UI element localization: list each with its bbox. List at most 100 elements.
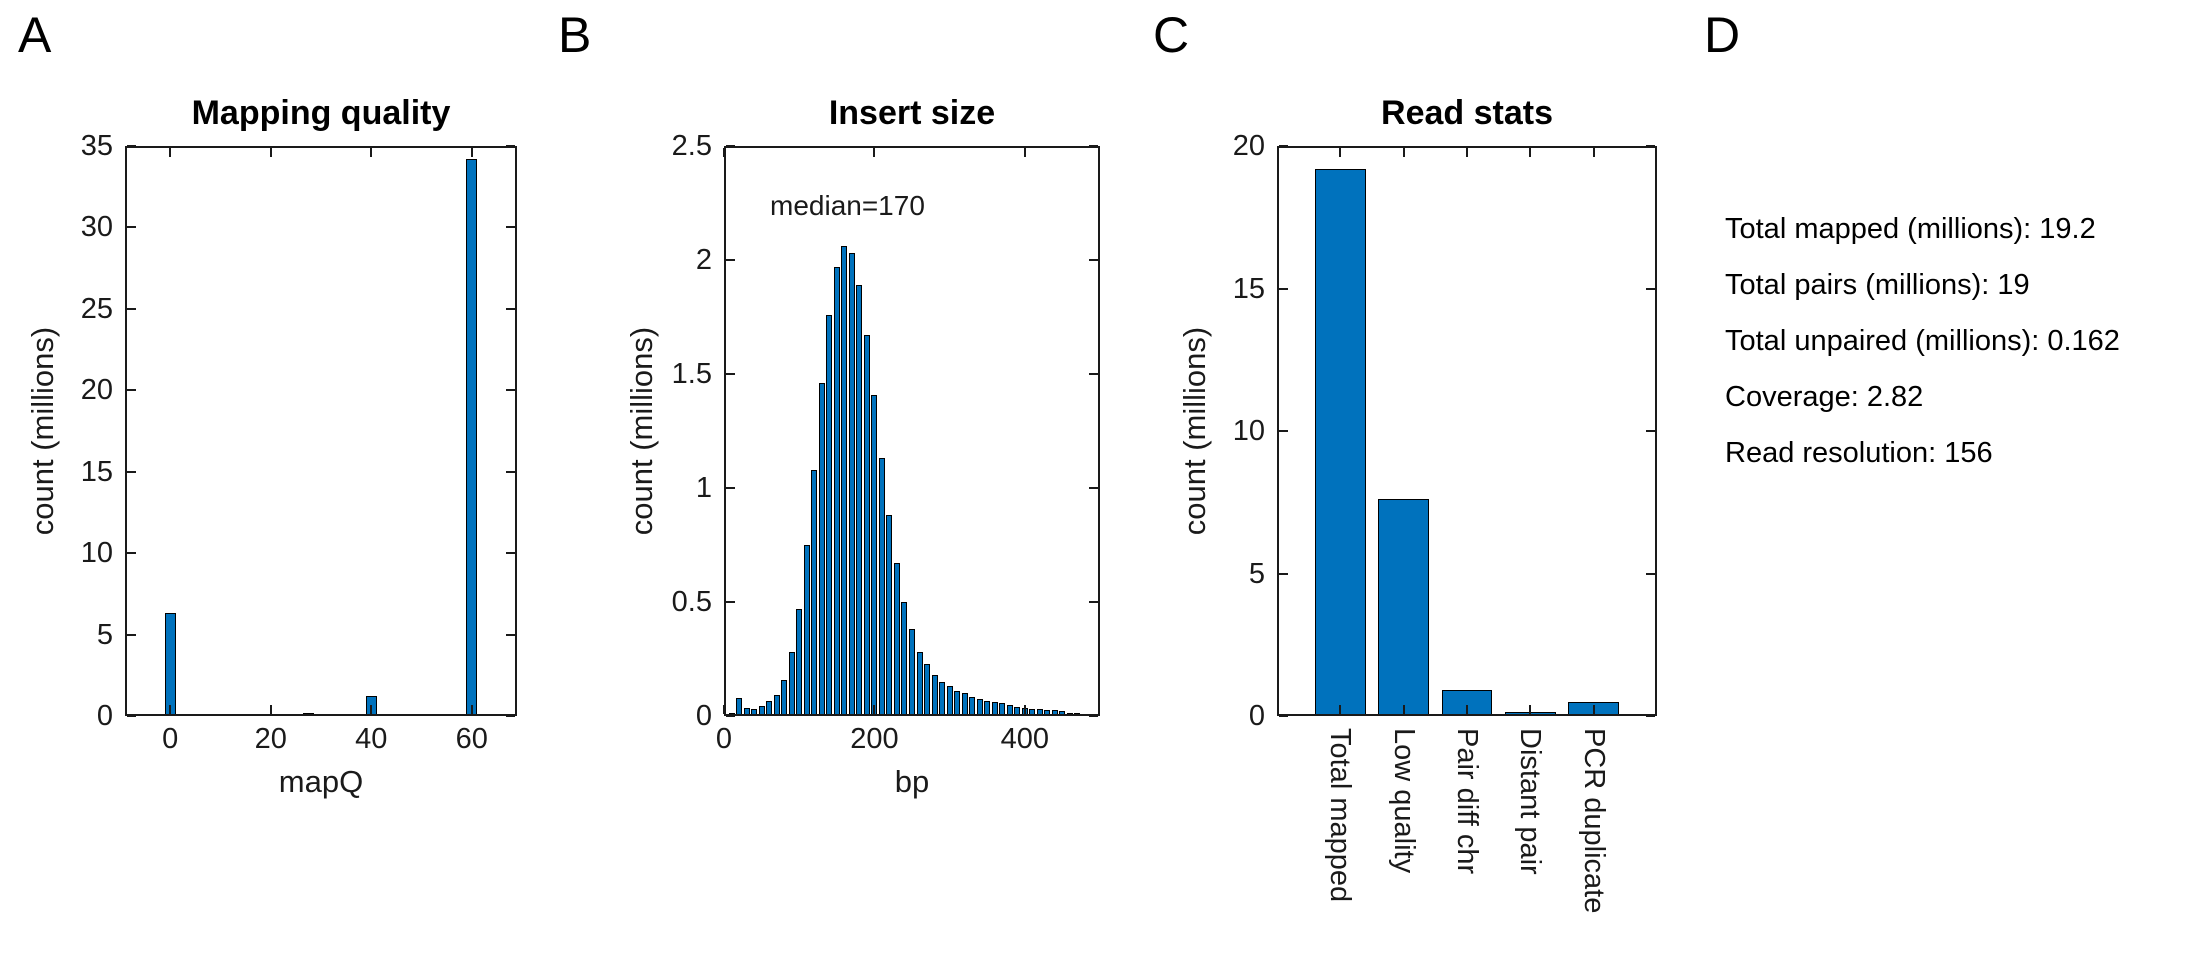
- tick-mark: [1646, 715, 1655, 717]
- bar: [833, 266, 840, 716]
- bar: [781, 679, 788, 716]
- tick-mark: [127, 226, 136, 229]
- bar: [773, 695, 780, 716]
- tick-mark: [1592, 148, 1595, 157]
- bar: [1036, 709, 1043, 716]
- bar: [991, 702, 998, 716]
- tick-mark: [1279, 287, 1288, 290]
- bar: [451, 714, 463, 716]
- tick-mark: [269, 148, 272, 157]
- bar: [908, 629, 915, 716]
- tick-mark: [1279, 572, 1288, 575]
- bar: [1059, 711, 1066, 716]
- bar: [1029, 709, 1036, 716]
- y-tick-label: 0: [96, 700, 113, 732]
- tick-mark: [1592, 705, 1595, 714]
- tick-mark: [1339, 705, 1342, 714]
- chart-title-mapping-quality: Mapping quality: [191, 94, 451, 132]
- y-axis-label-mapping-quality: count (millions): [25, 326, 60, 536]
- bar: [743, 708, 750, 716]
- y-tick-label: 1.5: [671, 358, 712, 390]
- tick-mark: [506, 389, 515, 392]
- tick-mark: [1646, 287, 1655, 290]
- x-tick-label: 200: [850, 723, 899, 755]
- tick-mark: [506, 552, 515, 555]
- y-tick-label: 20: [80, 374, 113, 407]
- tick-mark: [127, 389, 136, 392]
- tick-mark: [1089, 373, 1098, 375]
- bar: [878, 458, 885, 716]
- tick-mark: [506, 226, 515, 229]
- tick-mark: [1089, 601, 1098, 603]
- bar: [1014, 706, 1021, 716]
- bar: [901, 602, 908, 716]
- x-axis-label-insert-size: bp: [894, 764, 930, 799]
- tick-mark: [370, 148, 373, 157]
- bar: [841, 246, 848, 716]
- tick-mark: [127, 552, 136, 555]
- y-tick-label: 10: [80, 537, 113, 570]
- tick-mark: [1466, 148, 1468, 157]
- tick-mark: [1089, 487, 1098, 489]
- x-tick-label: 0: [715, 723, 733, 755]
- bar: [961, 693, 968, 716]
- bar: [751, 709, 758, 716]
- tick-mark: [127, 145, 136, 147]
- tick-mark: [506, 470, 515, 473]
- tick-mark: [726, 145, 735, 147]
- bar: [1051, 710, 1058, 716]
- tick-mark: [127, 633, 136, 636]
- y-tick-label: 0: [1248, 700, 1265, 732]
- bar: [886, 515, 893, 716]
- tick-mark: [726, 259, 735, 261]
- bar: [421, 714, 433, 716]
- median-annotation: median=170: [770, 190, 925, 221]
- bar: [466, 159, 478, 716]
- tick-mark: [1089, 145, 1098, 147]
- x-tick-label: 400: [1000, 723, 1049, 755]
- tick-mark: [1466, 705, 1468, 714]
- tick-mark: [873, 148, 876, 157]
- panel-letter-a: A: [18, 7, 52, 63]
- tick-mark: [127, 470, 136, 473]
- chart-title-read-stats: Read stats: [1381, 94, 1553, 132]
- panel-letter-b: B: [558, 7, 592, 63]
- bar: [811, 469, 818, 716]
- tick-mark: [1279, 715, 1288, 717]
- tick-mark: [1089, 259, 1098, 261]
- tick-mark: [1646, 145, 1655, 147]
- bar: [954, 690, 961, 716]
- tick-mark: [169, 705, 172, 714]
- tick-mark: [726, 487, 735, 489]
- panel-letter-c: C: [1153, 7, 1190, 63]
- axes-box: [125, 146, 517, 716]
- x-tick-label: 60: [455, 723, 488, 755]
- tick-mark: [1023, 705, 1026, 714]
- tick-mark: [506, 145, 515, 147]
- y-tick-label: 5: [96, 618, 113, 651]
- x-axis-label-mapping-quality: mapQ: [278, 764, 364, 799]
- y-tick-label: 1: [695, 472, 712, 504]
- tick-mark: [506, 307, 515, 310]
- bar: [826, 314, 833, 716]
- tick-mark: [1402, 148, 1405, 157]
- category-label: Total mapped: [1324, 728, 1357, 903]
- y-tick-label: 15: [80, 455, 113, 488]
- y-tick-label: 10: [1232, 415, 1265, 447]
- tick-mark: [1089, 715, 1098, 717]
- bar: [796, 608, 803, 716]
- bar: [916, 652, 923, 716]
- y-tick-label: 30: [80, 211, 113, 244]
- bar: [209, 714, 221, 716]
- stat-line: Coverage: 2.82: [1725, 381, 1924, 413]
- bar: [976, 698, 983, 716]
- bar: [848, 253, 855, 716]
- tick-mark: [726, 601, 735, 603]
- bar: [788, 652, 795, 716]
- tick-mark: [470, 705, 473, 714]
- bar: [939, 681, 946, 716]
- bar: [984, 701, 991, 716]
- tick-mark: [506, 715, 515, 717]
- category-label: PCR duplicate: [1577, 728, 1610, 914]
- bar: [758, 705, 765, 716]
